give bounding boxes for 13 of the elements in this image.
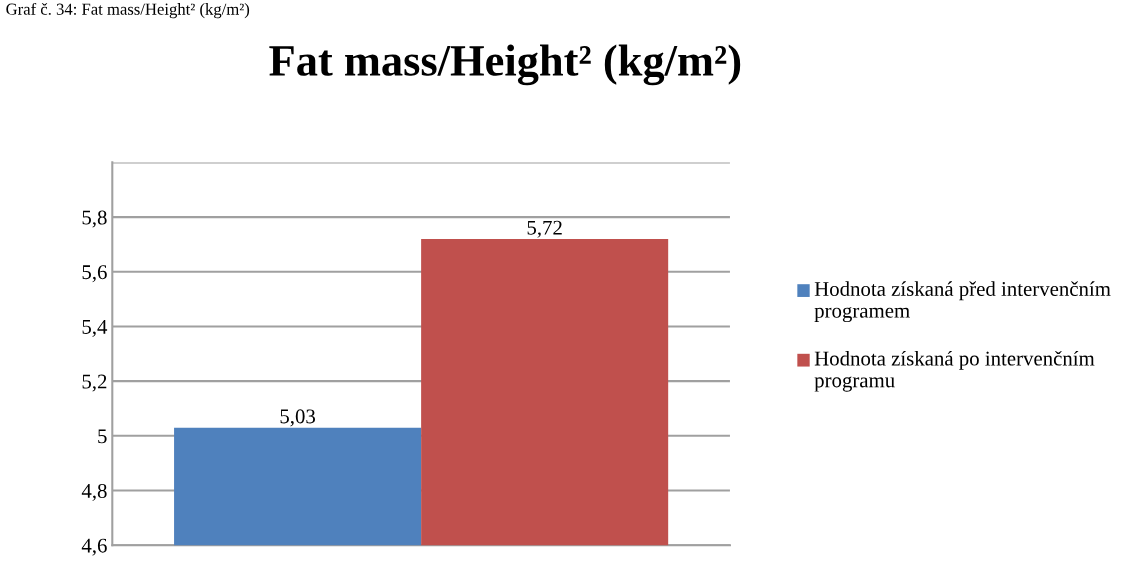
y-tick-label: 5,8: [82, 210, 107, 228]
text: Graf č. 34: Fat mass/Height² (kg/m²): [6, 2, 250, 19]
legend-label: Hodnota získaná před intervenčním programem: [814, 281, 1111, 323]
y-tick-label: 5,2: [82, 374, 107, 392]
y-tick-label: 4,8: [81, 483, 107, 501]
chart-title: Fat mass/Height² (kg/m²): [269, 44, 741, 86]
y-tick-label: 5,4: [82, 319, 108, 337]
data-label: 5,72: [527, 220, 562, 238]
y-tick-label: 5,6: [82, 265, 107, 283]
y-tick-label: 5: [98, 429, 107, 444]
data-label: 5,03: [280, 409, 316, 427]
legend-label: Hodnota získaná po intervenčním programu: [814, 350, 1095, 392]
y-tick-label: 4,6: [81, 538, 107, 556]
